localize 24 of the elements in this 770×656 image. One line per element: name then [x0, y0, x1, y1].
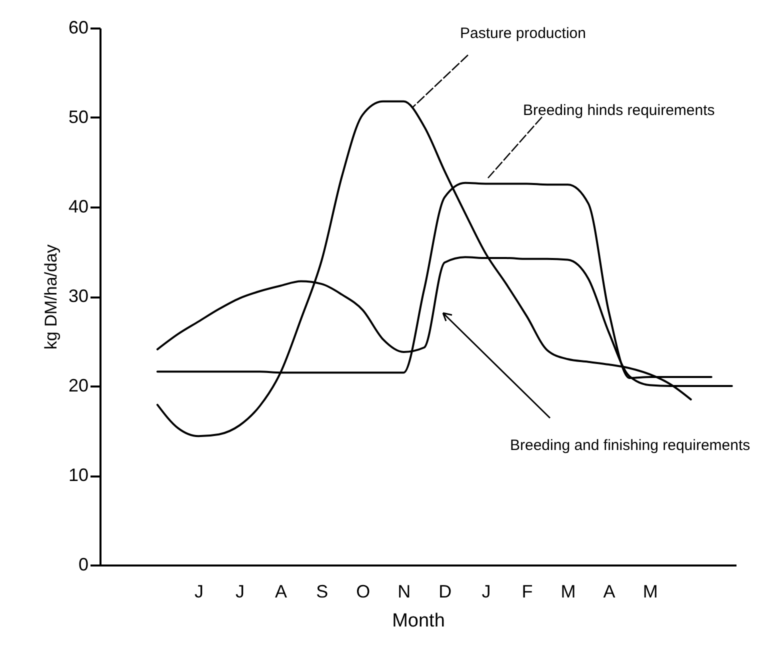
x-tick-label: J — [482, 582, 491, 602]
text: Breeding and finishing requirements — [510, 437, 750, 454]
x-tick-label: A — [603, 582, 616, 602]
y-tick-label: 50 — [68, 107, 88, 127]
text: Breeding hinds requirements — [523, 102, 715, 119]
x-tick-label: M — [642, 582, 658, 602]
x-tick-label: D — [438, 582, 452, 602]
text: Pasture production — [460, 25, 586, 42]
y-tick-label: 10 — [68, 465, 88, 485]
x-tick-label: S — [316, 582, 328, 602]
x-tick-label: J — [194, 582, 204, 602]
x-tick-label: O — [356, 582, 370, 602]
x-tick-label: J — [236, 582, 245, 602]
y-tick-label: 0 — [78, 554, 88, 574]
x-tick-label: N — [398, 582, 411, 602]
x-axis-title: Month — [392, 610, 445, 632]
x-tick-label: F — [522, 582, 533, 602]
x-tick-label: A — [275, 582, 288, 602]
x-tick-label: M — [560, 582, 576, 602]
y-tick-label: 60 — [68, 18, 88, 38]
y-axis-title: kg DM/ha/day — [41, 244, 60, 350]
y-tick-label: 40 — [68, 196, 88, 216]
y-tick-label: 30 — [68, 286, 88, 306]
y-tick-label: 20 — [68, 376, 88, 396]
